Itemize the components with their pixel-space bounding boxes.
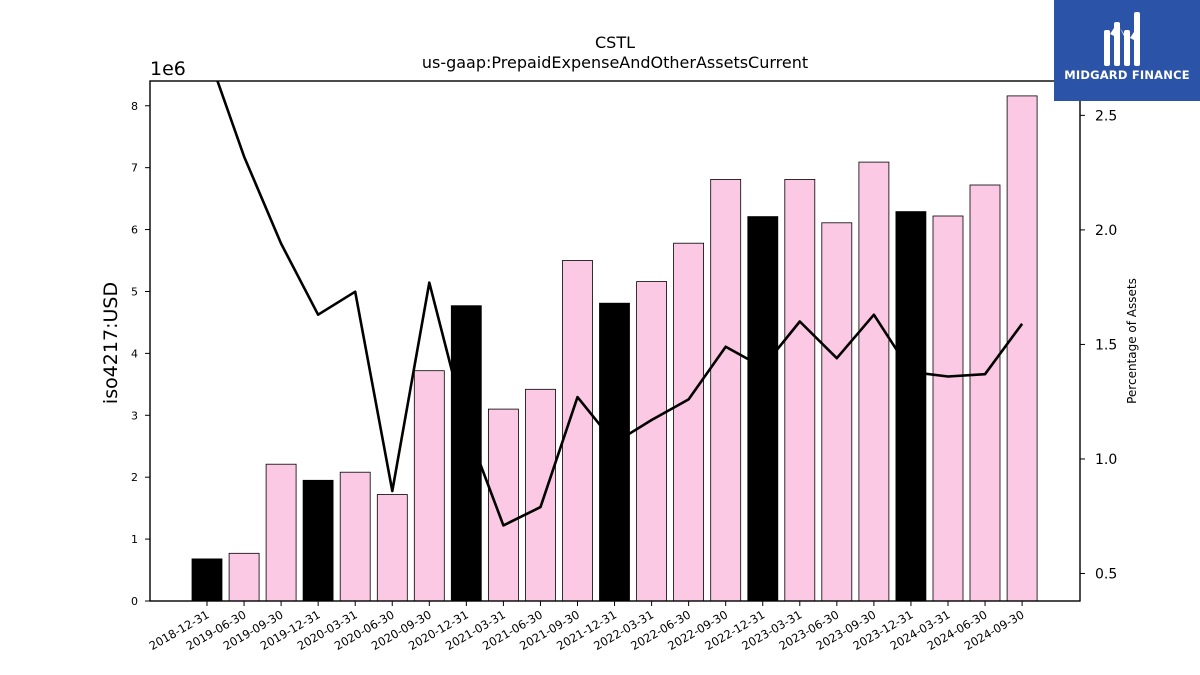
bar-2022-12-31 — [747, 216, 779, 602]
bar-2023-09-30 — [858, 161, 890, 602]
bar-2019-09-30 — [265, 463, 297, 602]
y2-tick-label: 1.5 — [1095, 337, 1117, 353]
y2-axis-label: Percentage of Assets — [1125, 278, 1139, 404]
bar-2024-06-30 — [969, 184, 1001, 602]
bar-2021-03-31 — [487, 408, 519, 602]
bar-2019-06-30 — [228, 552, 260, 602]
bar-2023-06-30 — [821, 222, 853, 602]
y2-tick-label: 1.0 — [1095, 452, 1117, 468]
y-tick-label: 6 — [131, 224, 138, 237]
y-tick-label: 0 — [131, 595, 138, 608]
bar-2022-03-31 — [636, 281, 667, 602]
line-series — [216, 81, 1024, 527]
y-tick-label: 1 — [131, 533, 138, 546]
bar-2023-03-31 — [784, 178, 816, 602]
bar-2018-12-31 — [191, 558, 223, 602]
logo-text: MIDGARD FINANCE — [1064, 68, 1190, 82]
bar-2024-03-31 — [932, 215, 964, 602]
y2-tick-label: 0.5 — [1095, 567, 1117, 583]
y-tick-label: 4 — [131, 347, 138, 360]
y-tick-label: 7 — [131, 162, 138, 175]
logo-badge: MIDGARD FINANCE — [1054, 0, 1200, 101]
y-tick-label: 8 — [131, 100, 138, 113]
y2-tick-label: 2.0 — [1095, 223, 1117, 239]
chart-title: CSTL — [595, 33, 635, 52]
y-tick-label: 3 — [131, 409, 138, 422]
bar-2021-12-31 — [599, 302, 630, 602]
bar-2020-03-31 — [339, 471, 371, 602]
bar-series — [191, 95, 1038, 602]
chart-subtitle: us-gaap:PrepaidExpenseAndOtherAssetsCurr… — [422, 53, 808, 72]
y-tick-label: 5 — [131, 285, 138, 298]
bar-2021-06-30 — [525, 388, 556, 602]
y2-tick-label: 2.5 — [1095, 108, 1117, 124]
bar-2019-12-31 — [302, 479, 334, 602]
bar-2022-09-30 — [710, 178, 742, 602]
bar-2020-06-30 — [376, 494, 408, 602]
bar-2024-09-30 — [1006, 95, 1038, 602]
y-axis-label: iso4217:USD — [100, 282, 122, 404]
midgard-logo-icon — [1104, 12, 1140, 66]
bar-2020-09-30 — [413, 370, 445, 602]
percentage-line — [216, 81, 1024, 527]
y-tick-label: 2 — [131, 471, 138, 484]
y-offset-label: 1e6 — [150, 58, 186, 80]
bar-2023-12-31 — [895, 211, 927, 602]
bar-2022-06-30 — [673, 242, 704, 602]
